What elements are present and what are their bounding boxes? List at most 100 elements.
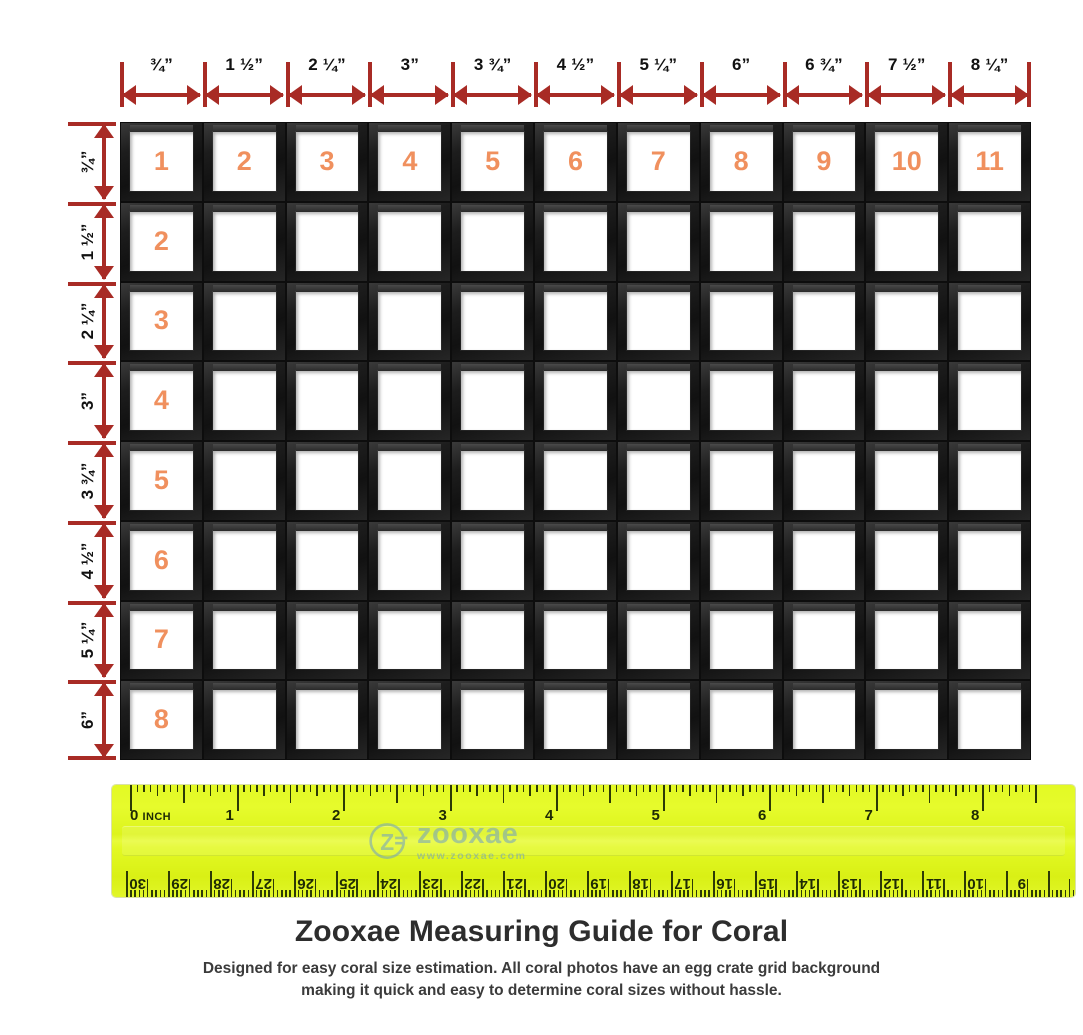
ruler-cm-tick: [498, 890, 501, 897]
grid-cell: 3: [120, 281, 203, 362]
grid-cell-hole: [709, 284, 773, 351]
ruler-cm-tick: [268, 890, 270, 897]
ruler-inch-tick: [416, 785, 418, 792]
caption-line-2: making it quick and easy to determine co…: [301, 982, 782, 1000]
ruler-inch-tick: [469, 785, 471, 792]
ruler-cm-tick: [641, 890, 643, 897]
grid-cell-hole: [958, 444, 1021, 510]
grid-cell: [368, 361, 452, 441]
vertical-measurement-scale: ¾” 1 ½” 2 ¼” 3” 3 ¾” 4 ½” 5 ¼” 6”: [60, 122, 116, 760]
double-arrow-icon: [370, 85, 450, 105]
ruler-cm-tick: [662, 890, 664, 897]
ruler-inch-tick: [163, 785, 165, 792]
ruler-inch-tick: [702, 785, 704, 792]
grid-cell-hole: [378, 683, 442, 749]
grid-cell-hole: 3: [130, 284, 193, 351]
double-arrow-icon: [94, 283, 114, 359]
vertical-scale-tick: [68, 441, 116, 445]
ruler-inch-tick: [1008, 785, 1011, 796]
ruler-inch-tick: [862, 785, 864, 792]
ruler-inch-tick: [236, 785, 239, 811]
double-arrow-icon: [122, 85, 201, 105]
grid-cell-hole: [875, 364, 939, 430]
ruler-cm-tick: [151, 890, 153, 897]
grid-cell-hole: [958, 364, 1021, 430]
grid-cell-hole: [544, 444, 607, 510]
grid-cell-hole: [544, 204, 607, 271]
ruler-cm-tick: [800, 890, 803, 897]
ruler-inch-number: 2: [332, 807, 341, 824]
ruler-cm-tick: [515, 890, 518, 897]
grid-cell: [285, 201, 369, 282]
grid-cell: [534, 600, 617, 681]
ruler-inch-tick: [303, 785, 305, 792]
ruler-cm-tick: [415, 890, 417, 897]
grid-cell-hole: [875, 523, 939, 590]
ruler-inch-tick: [289, 785, 292, 803]
ruler-cm-tick: [159, 890, 162, 897]
ruler-inch-tick: [442, 785, 445, 792]
ruler-cm-tick: [896, 890, 899, 897]
ruler-cm-tick: [209, 871, 212, 897]
double-arrow-icon: [204, 85, 284, 105]
ruler-cm-tick: [876, 890, 878, 897]
grid-cell: [865, 680, 949, 760]
ruler-cm-tick: [356, 879, 358, 897]
ruler-inch-tick: [283, 785, 285, 792]
ruler-inch-tick: [922, 785, 924, 792]
ruler-cm-tick: [1047, 871, 1050, 897]
grid-cell-hole: [461, 444, 525, 510]
grid-cell: [202, 520, 286, 601]
ruler-cm-tick: [645, 890, 648, 897]
grid-row-number: 2: [153, 225, 169, 256]
grid-cell-hole: [378, 444, 442, 510]
horizontal-scale-tick: [616, 62, 621, 107]
grid-cell-hole: [626, 204, 690, 271]
ruler-inch-tick: [975, 785, 977, 792]
ruler-inch-tick: [769, 785, 771, 811]
ruler-cm-tick: [930, 890, 932, 897]
ruler-inch-tick: [828, 785, 831, 792]
ruler-cm-tick: [666, 890, 668, 897]
ruler-cm-tick: [649, 879, 652, 897]
ruler-cm-tick: [385, 890, 388, 897]
grid-cell-hole: [709, 523, 773, 590]
ruler-inch-tick: [209, 785, 212, 796]
ruler-cm-tick: [394, 890, 396, 897]
ruler-cm-tick: [289, 890, 291, 897]
ruler-cm-tick: [205, 890, 208, 897]
ruler-inch-tick: [968, 785, 971, 792]
ruler-cm-tick: [247, 890, 249, 897]
ruler-cm-tick: [984, 879, 987, 897]
ruler-cm-tick: [586, 871, 589, 897]
ruler-cm-number: 27: [255, 875, 272, 892]
grid-cell: [699, 600, 783, 681]
grid-cell-hole: 11: [958, 125, 1021, 191]
ruler-cm-tick: [821, 890, 824, 897]
ruler-inch-tick: [130, 785, 132, 811]
ruler-cm-tick: [549, 890, 551, 897]
horizontal-scale-label: 1 ½”: [225, 55, 264, 74]
ruler-cm-tick: [167, 871, 170, 897]
ruler-cm-tick: [163, 890, 166, 897]
grid-cell-hole: 4: [378, 125, 442, 191]
ruler-cm-tick: [603, 890, 606, 897]
ruler-cm-tick: [285, 890, 287, 897]
grid-cell: 2: [202, 122, 286, 202]
ruler-inch-tick: [615, 785, 618, 792]
grid-cell: [616, 600, 700, 681]
ruler-cm-number: 30: [129, 875, 146, 892]
ruler-inch-tick: [389, 785, 392, 792]
grid-cell: [534, 201, 617, 282]
grid-cell-hole: 8: [709, 125, 773, 191]
vertical-scale-tick: [68, 520, 116, 525]
double-arrow-icon: [94, 522, 114, 599]
ruler-cm-tick: [519, 890, 522, 897]
grid-cell-hole: [295, 444, 359, 510]
ruler-cm-tick: [695, 890, 698, 897]
grid-cell: [699, 361, 783, 441]
ruler-cm-tick: [251, 871, 254, 897]
ruler-inch-tick: [496, 785, 498, 792]
ruler-cm-tick: [301, 890, 304, 897]
ruler-inch-tick: [855, 785, 858, 792]
